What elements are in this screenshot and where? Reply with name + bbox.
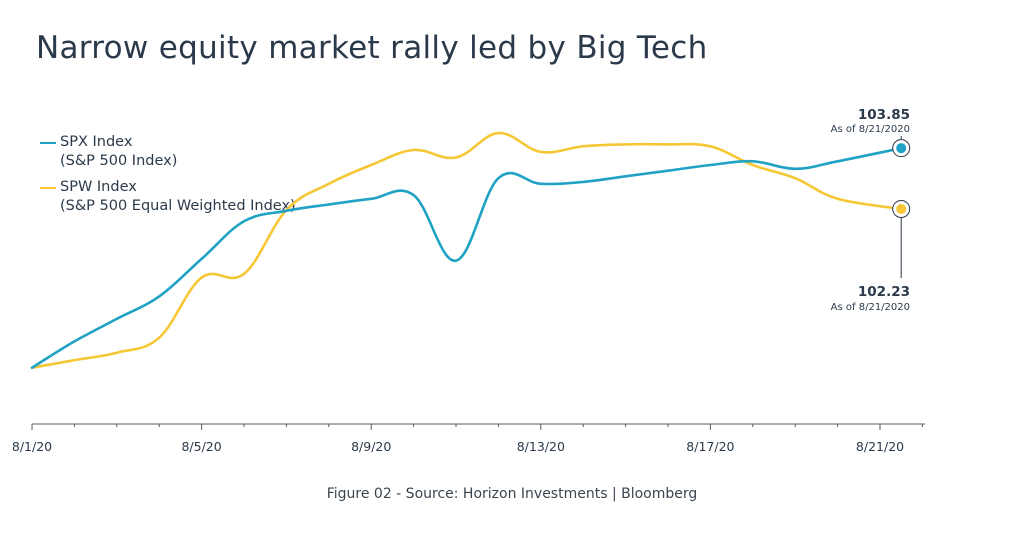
spx-end-asof: As of 8/21/2020: [831, 124, 910, 135]
x-tick-label: 8/9/20: [351, 439, 391, 454]
spx-end-value: 103.85: [858, 107, 910, 123]
x-tick-label: 8/5/20: [181, 439, 221, 454]
legend-item-spw: SPW Index (S&P 500 Equal Weighted Index): [40, 178, 296, 216]
legend-swatch-spx: [40, 142, 56, 144]
x-tick-label: 8/13/20: [517, 439, 565, 454]
spx-series-line: [30, 146, 903, 369]
spx-end-dot: [896, 143, 907, 154]
legend-label-spx-line1: SPX Index: [60, 134, 133, 150]
spw-end-asof: As of 8/21/2020: [831, 302, 910, 313]
chart-title: Narrow equity market rally led by Big Te…: [36, 30, 708, 66]
x-tick-label: 8/17/20: [686, 439, 734, 454]
x-tick-label: 8/1/20: [12, 439, 52, 454]
figure-caption: Figure 02 - Source: Horizon Investments …: [326, 486, 698, 502]
legend-label-spw-line1: SPW Index: [60, 179, 137, 195]
legend-swatch-spw: [40, 187, 56, 189]
legend-label-spw-line2: (S&P 500 Equal Weighted Index): [60, 198, 296, 214]
legend: SPX Index (S&P 500 Index) SPW Index (S&P…: [40, 133, 296, 223]
legend-label-spx-line2: (S&P 500 Index): [60, 153, 178, 169]
legend-item-spx: SPX Index (S&P 500 Index): [40, 133, 296, 171]
x-tick-label: 8/21/20: [856, 439, 904, 454]
spw-end-dot: [896, 203, 907, 214]
spw-end-value: 102.23: [858, 284, 910, 300]
